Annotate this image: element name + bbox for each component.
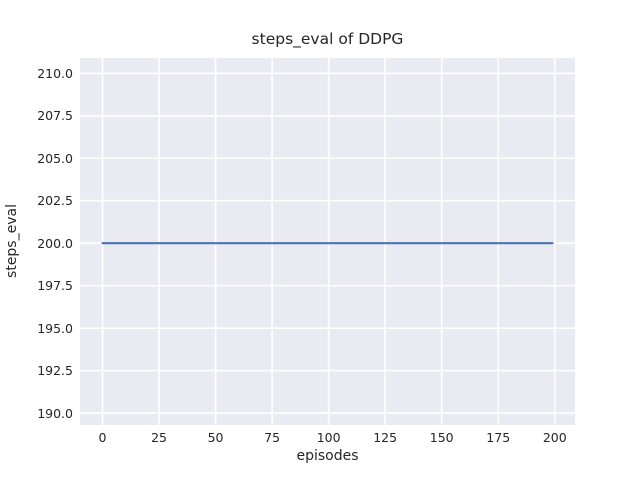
x-tick-label: 25 [151, 430, 167, 445]
x-tick-label: 100 [316, 430, 341, 445]
y-tick-label: 190.0 [37, 405, 73, 421]
y-tick-label: 197.5 [37, 278, 73, 294]
y-tick-label: 202.5 [37, 193, 73, 209]
x-tick-label: 50 [207, 430, 224, 445]
y-tick-label: 207.5 [37, 108, 73, 124]
chart-title: steps_eval of DDPG [251, 30, 404, 48]
x-tick-label: 175 [486, 430, 511, 445]
y-tick-label: 210.0 [37, 65, 73, 81]
x-tick-label: 200 [542, 430, 567, 445]
y-tick-label: 200.0 [37, 235, 73, 251]
x-tick-label: 150 [429, 430, 454, 445]
y-tick-label: 195.0 [37, 320, 73, 336]
axes-background [80, 58, 575, 425]
x-tick-label: 75 [264, 430, 281, 445]
x-axis-label: episodes [296, 448, 359, 464]
y-tick-label: 192.5 [37, 363, 73, 379]
x-tick-label: 0 [98, 430, 107, 445]
x-tick-label: 125 [373, 430, 398, 445]
y-tick-label: 205.0 [37, 150, 73, 166]
